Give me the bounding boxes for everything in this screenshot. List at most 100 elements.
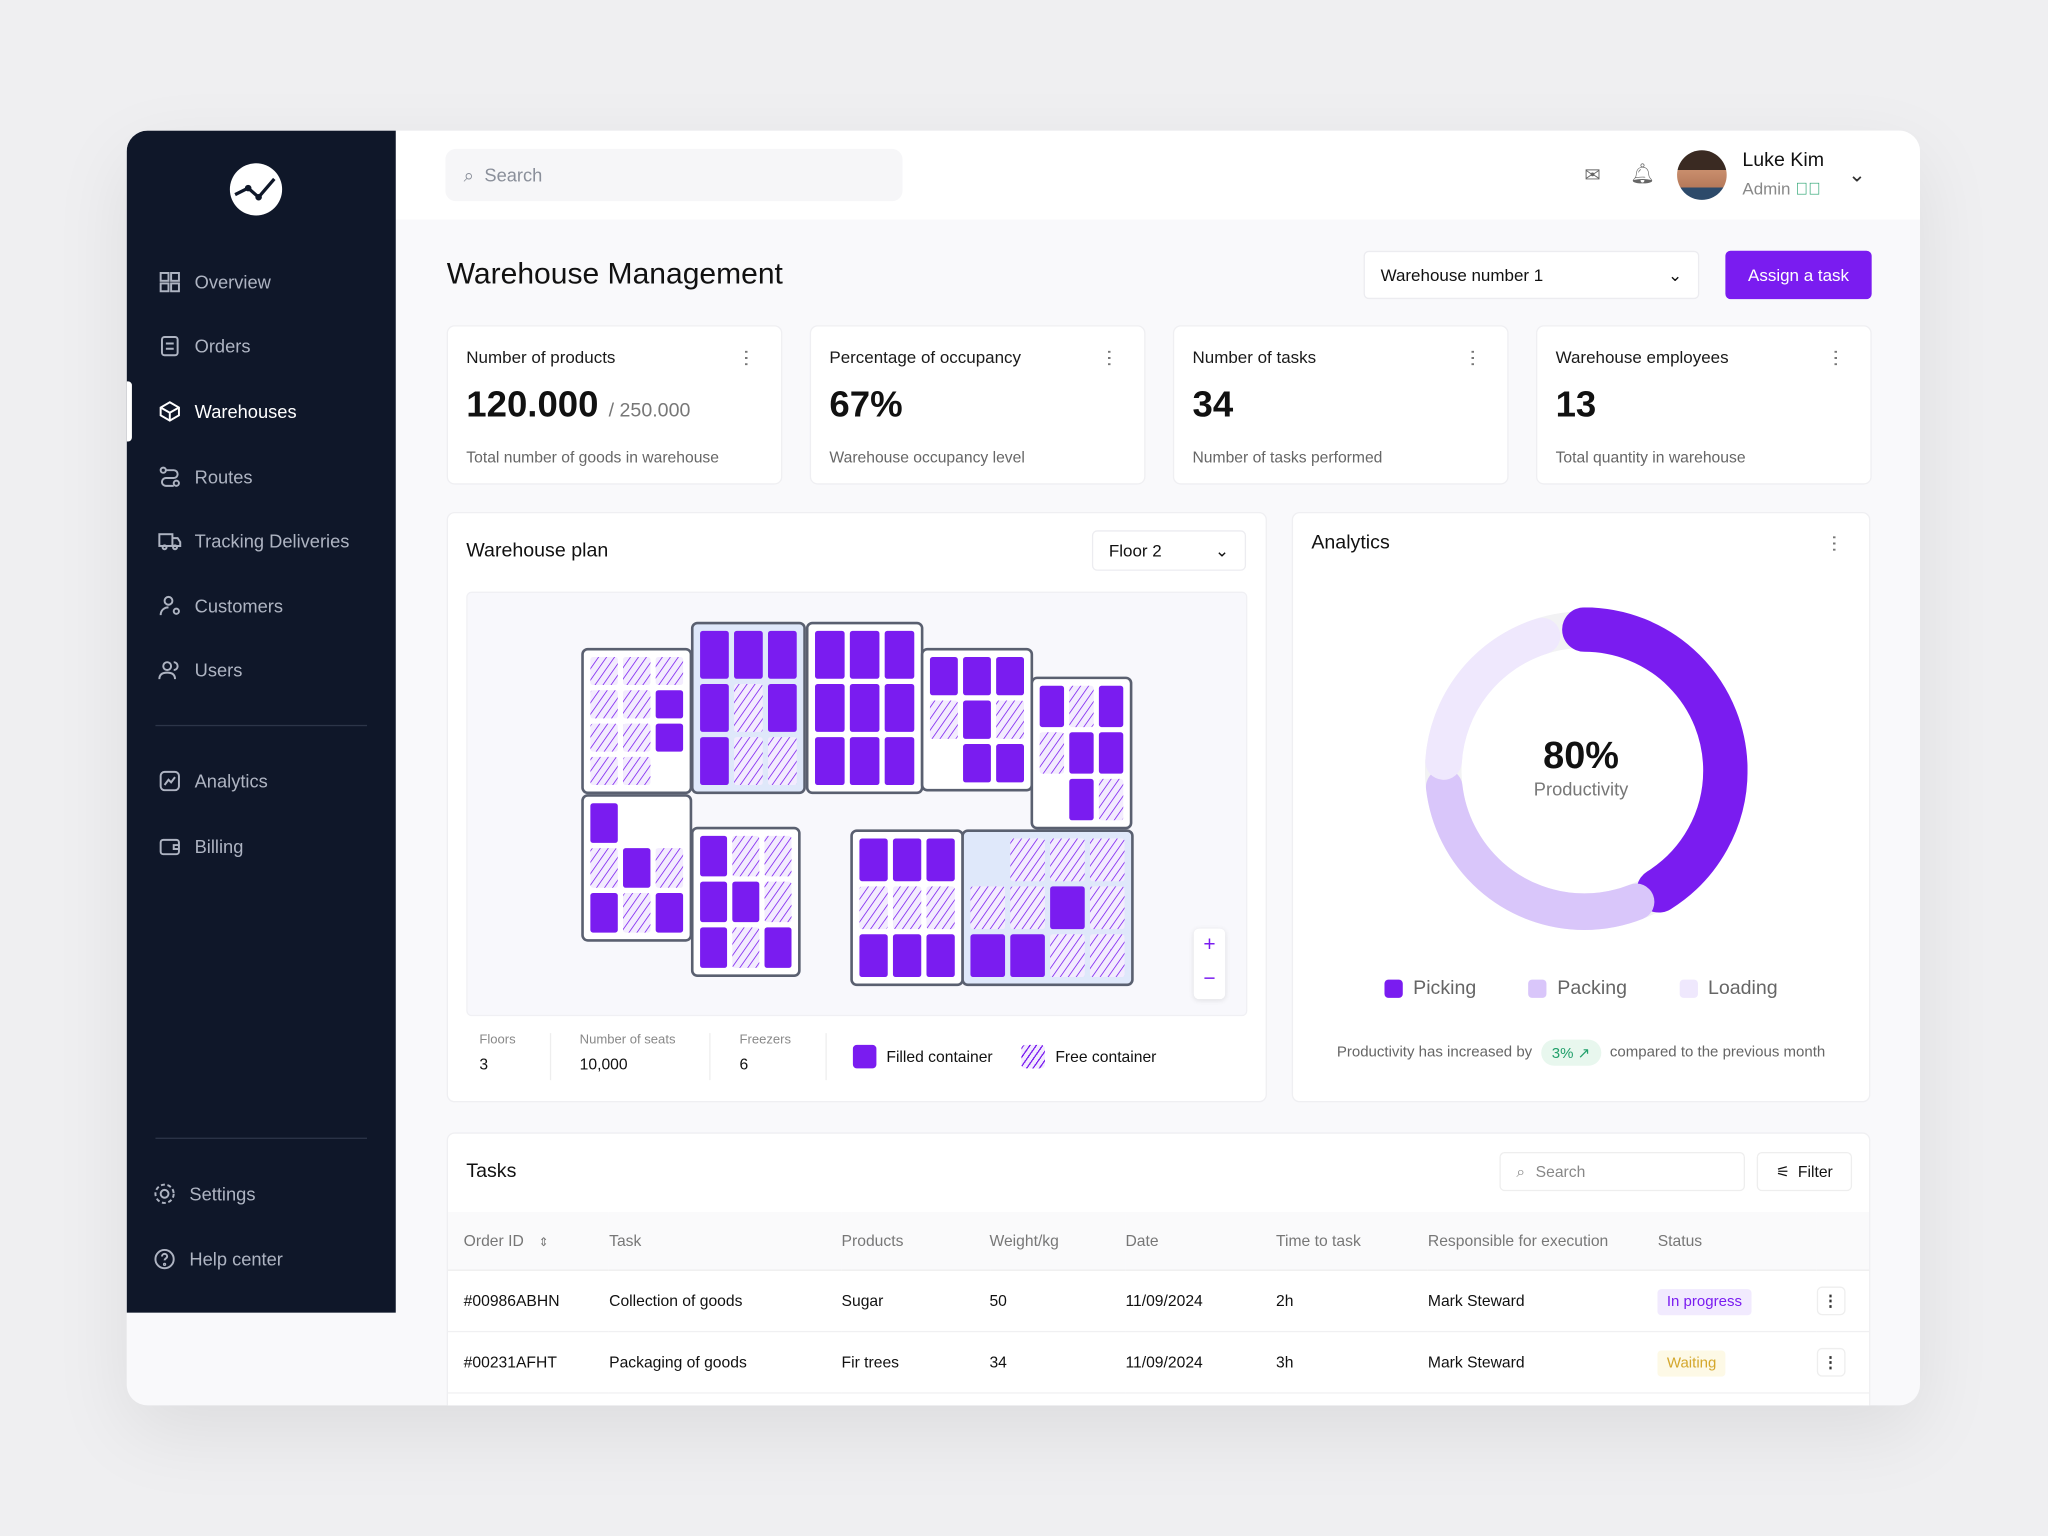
stat-subtitle: Number of tasks performed (1192, 447, 1383, 467)
free-container (764, 881, 792, 923)
chevron-down-icon: ⌄ (1214, 540, 1230, 560)
filter-button[interactable]: ⚟ Filter (1756, 1151, 1853, 1192)
free-container (1039, 732, 1065, 774)
stat-value: 120.000 / 250.000 (466, 383, 691, 425)
more-icon[interactable]: ⋯ (1824, 534, 1846, 552)
free-container (1089, 886, 1125, 930)
filled-container (929, 656, 958, 696)
more-icon[interactable]: ⋯ (1099, 348, 1121, 366)
sidebar: Overview Orders Warehouses Routes Tracking D… (126, 130, 396, 1313)
column-header: Time to task (1276, 1212, 1428, 1271)
stat-card: Warehouse employees ⋯ 13 Total quantity i… (1535, 325, 1872, 485)
search-icon: ⌕ (463, 163, 474, 185)
zoom-in-button[interactable]: + (1203, 933, 1216, 957)
row-menu-button[interactable]: ⋮ (1816, 1347, 1845, 1376)
sidebar-item-billing[interactable]: Billing (127, 816, 396, 876)
free-container (590, 656, 618, 686)
free-container (623, 892, 651, 933)
verified-icon: ✓⃝ (1795, 178, 1821, 199)
more-icon[interactable]: ⋯ (1462, 348, 1484, 366)
filled-container (963, 656, 991, 696)
tasks-search-input[interactable]: ⌕ Search (1499, 1151, 1745, 1192)
table-row[interactable]: #00986ABHN Collection of goods Sugar 50 11/0… (447, 1269, 1870, 1332)
filled-container (849, 630, 880, 679)
stat-card: Percentage of occupancy ⋯ 67% Warehouse o… (809, 325, 1146, 485)
stat-card: Number of tasks ⋯ 34 Number of tasks perf… (1172, 325, 1509, 485)
chart-icon (159, 770, 180, 792)
search-input[interactable]: ⌕ Search (445, 148, 903, 202)
stat-value: 67% (829, 383, 903, 425)
sidebar-item-orders[interactable]: Orders (127, 316, 396, 376)
logo (229, 163, 283, 216)
legend-swatch (1528, 978, 1547, 998)
plan-info-item: Number of seats 10,000 (551, 1033, 711, 1081)
legend-loading: Loading (1679, 977, 1778, 999)
mail-icon[interactable]: ✉ (1584, 164, 1601, 187)
filled-container (700, 630, 729, 679)
avatar[interactable] (1677, 150, 1727, 200)
filled-container (996, 744, 1024, 783)
filled-container (1069, 732, 1094, 774)
productivity-value: 80% (1543, 735, 1619, 778)
table-row[interactable]: #00231AFHT Packaging of goods Fir trees 34 1… (447, 1330, 1870, 1393)
filled-container (849, 737, 880, 785)
free-container (764, 835, 792, 877)
sidebar-item-users[interactable]: Users (127, 640, 396, 700)
free-container (970, 886, 1006, 930)
filled-container (700, 881, 728, 923)
column-header: Weight/kg (989, 1212, 1126, 1271)
floor-select[interactable]: Floor 2 ⌄ (1091, 530, 1247, 571)
row-menu-button[interactable]: ⋮ (1816, 1285, 1845, 1315)
filled-container (884, 737, 915, 785)
filled-container (892, 838, 922, 882)
sidebar-item-routes[interactable]: Routes (127, 447, 396, 507)
filled-container (849, 683, 880, 732)
floor-plan-map[interactable]: + − (466, 591, 1248, 1017)
route-icon (159, 466, 180, 487)
filled-swatch (852, 1044, 876, 1069)
sidebar-item-tracking-deliveries[interactable]: Tracking Deliveries (127, 511, 396, 571)
free-container (1069, 685, 1094, 728)
free-container (734, 737, 763, 785)
warehouse-select[interactable]: Warehouse number 1 ⌄ (1363, 250, 1700, 300)
page-title: Warehouse Management (446, 255, 783, 290)
filled-container (655, 690, 684, 719)
free-container (1089, 838, 1125, 882)
legend-packing: Packing (1528, 977, 1627, 999)
filled-container (996, 656, 1024, 696)
more-icon[interactable]: ⋯ (1825, 348, 1847, 366)
donut-segment-picking (1421, 607, 1748, 934)
legend-swatch (1384, 978, 1403, 998)
free-swatch (1021, 1044, 1045, 1069)
bell-icon[interactable]: 🔔︎ (1630, 163, 1655, 186)
gear-icon (154, 1183, 175, 1204)
filled-container (926, 934, 955, 977)
sidebar-item-customers[interactable]: Customers (127, 576, 396, 636)
chevron-down-icon: ⌄ (1668, 264, 1683, 285)
chevron-down-icon[interactable]: ⌄ (1848, 164, 1866, 187)
filled-container (700, 737, 729, 785)
sidebar-item-help-center[interactable]: Help center (127, 1229, 396, 1289)
free-container (1089, 934, 1125, 977)
free-container (623, 690, 651, 719)
sidebar-item-overview[interactable]: Overview (127, 252, 396, 312)
filter-icon: ⚟ (1776, 1162, 1791, 1181)
zoom-out-button[interactable]: − (1203, 967, 1216, 991)
assign-task-button[interactable]: Assign a task (1725, 250, 1872, 300)
search-icon: ⌕ (1516, 1161, 1526, 1181)
legend-picking: Picking (1384, 977, 1476, 999)
more-icon[interactable]: ⋯ (736, 348, 758, 366)
document-icon (160, 335, 179, 357)
free-container (655, 848, 684, 888)
filled-container (623, 848, 651, 888)
sidebar-item-analytics[interactable]: Analytics (127, 751, 396, 811)
column-header[interactable]: Order ID ⇕ (447, 1212, 610, 1271)
sidebar-item-warehouses[interactable]: Warehouses (126, 381, 396, 442)
free-container (732, 927, 760, 968)
filled-container (963, 700, 991, 739)
sidebar-item-settings[interactable]: Settings (127, 1164, 396, 1224)
free-container (655, 656, 684, 686)
legend-free: Free container (1021, 1044, 1156, 1069)
filled-container (963, 744, 991, 783)
app-window: Overview Orders Warehouses Routes Tracking D… (126, 130, 1920, 1406)
